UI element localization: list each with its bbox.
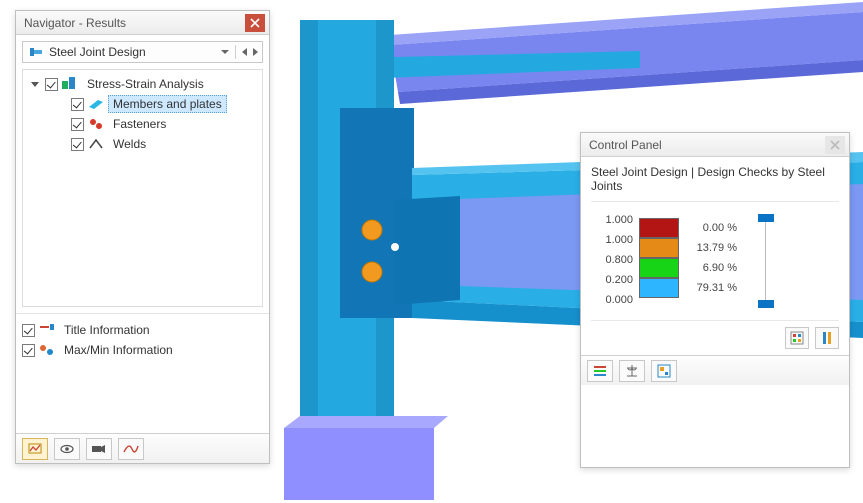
- control-panel: Control Panel Steel Joint Design | Desig…: [580, 132, 850, 468]
- tab-curve[interactable]: [118, 438, 144, 460]
- expand-toggle[interactable]: [29, 82, 41, 87]
- option-title-info[interactable]: Title Information: [22, 320, 263, 340]
- palette-button[interactable]: [785, 327, 809, 349]
- tree-node-label: Fasteners: [108, 115, 171, 133]
- legend-tick: 1.000: [591, 210, 639, 230]
- range-slider[interactable]: [755, 210, 777, 310]
- close-button[interactable]: [245, 14, 265, 32]
- checkbox[interactable]: [45, 78, 58, 91]
- control-panel-header[interactable]: Control Panel: [581, 133, 849, 157]
- slider-handle-bottom[interactable]: [758, 300, 774, 308]
- tab-visibility[interactable]: [54, 438, 80, 460]
- fastener-icon: [88, 117, 104, 131]
- legend-tick: 1.000: [591, 230, 639, 250]
- nav-left-icon[interactable]: [242, 48, 247, 56]
- result-tree: Stress-Strain Analysis Members and plate…: [22, 69, 263, 307]
- overview-icon: [28, 442, 42, 456]
- options-icon: [657, 364, 671, 378]
- design-dropdown[interactable]: Steel Joint Design: [22, 41, 263, 63]
- legend-swatch: [639, 218, 679, 238]
- checkbox[interactable]: [71, 138, 84, 151]
- joint-icon: [29, 45, 43, 59]
- color-legend: 1.000 1.000 0.800 0.200 0.000 0.00 % 13.…: [591, 210, 839, 310]
- weld-icon: [88, 137, 104, 151]
- legend-swatch: [639, 258, 679, 278]
- maxmin-icon: [39, 343, 55, 357]
- close-button[interactable]: [825, 136, 845, 154]
- slider-handle-top[interactable]: [758, 214, 774, 222]
- legend-tick: 0.800: [591, 250, 639, 270]
- camera-icon: [91, 442, 107, 456]
- nav-right-icon[interactable]: [253, 48, 258, 56]
- legend-percent: 79.31 %: [679, 278, 737, 298]
- control-panel-toolbar: [591, 320, 839, 349]
- tree-node-welds[interactable]: Welds: [29, 134, 256, 154]
- legend-tick: 0.200: [591, 270, 639, 290]
- legend-swatch: [639, 238, 679, 258]
- control-panel-subtitle: Steel Joint Design | Design Checks by St…: [591, 165, 839, 202]
- eye-icon: [59, 442, 75, 456]
- tree-node-label: Welds: [108, 135, 151, 153]
- tab-list[interactable]: [587, 360, 613, 382]
- legend-percent: 6.90 %: [679, 258, 737, 278]
- control-panel-footer: [581, 355, 849, 385]
- legend-percent: 13.79 %: [679, 238, 737, 258]
- tab-overview[interactable]: [22, 438, 48, 460]
- analysis-icon: [62, 77, 78, 91]
- navigator-title: Navigator - Results: [24, 16, 245, 30]
- checkbox[interactable]: [22, 344, 35, 357]
- tree-node-fasteners[interactable]: Fasteners: [29, 114, 256, 134]
- navigator-footer: [16, 433, 269, 463]
- tree-node-members[interactable]: Members and plates: [29, 94, 256, 114]
- option-label: Title Information: [59, 321, 155, 339]
- legend-tick: 0.000: [591, 290, 639, 310]
- tab-camera[interactable]: [86, 438, 112, 460]
- checkbox[interactable]: [22, 324, 35, 337]
- range-button[interactable]: [815, 327, 839, 349]
- chevron-down-icon[interactable]: [221, 50, 229, 54]
- tree-node-label: Members and plates: [108, 95, 227, 113]
- list-lines-icon: [593, 364, 607, 378]
- balance-icon: [625, 364, 639, 378]
- navigator-options: Title Information Max/Min Information: [16, 313, 269, 360]
- legend-percent: 0.00 %: [679, 218, 737, 238]
- tab-balance[interactable]: [619, 360, 645, 382]
- tree-node-analysis[interactable]: Stress-Strain Analysis: [29, 74, 256, 94]
- checkbox[interactable]: [71, 98, 84, 111]
- checkbox[interactable]: [71, 118, 84, 131]
- option-maxmin[interactable]: Max/Min Information: [22, 340, 263, 360]
- dropdown-label: Steel Joint Design: [49, 45, 221, 59]
- control-panel-title: Control Panel: [589, 138, 825, 152]
- palette-icon: [790, 331, 804, 345]
- tree-node-label: Stress-Strain Analysis: [82, 75, 209, 93]
- curve-icon: [123, 442, 139, 456]
- legend-swatch: [639, 278, 679, 298]
- plate-icon: [88, 97, 104, 111]
- navigator-header[interactable]: Navigator - Results: [16, 11, 269, 35]
- tab-options[interactable]: [651, 360, 677, 382]
- option-label: Max/Min Information: [59, 341, 178, 359]
- navigator-panel: Navigator - Results Steel Joint Design S…: [15, 10, 270, 464]
- title-info-icon: [39, 323, 55, 337]
- range-icon: [820, 331, 834, 345]
